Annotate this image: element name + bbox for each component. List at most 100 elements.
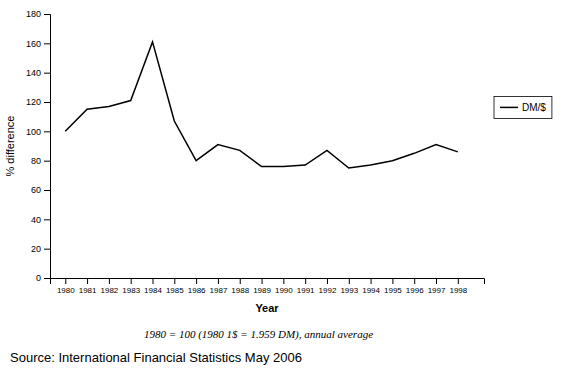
x-tick-mark [349,278,350,284]
y-tick-label: 140 [26,68,41,78]
y-tick: 20 [31,244,50,254]
x-tick-mark [131,278,132,284]
y-tick-label: 40 [31,215,41,225]
x-tick-label: 1980 [57,286,75,295]
x-axis-line [51,279,485,285]
x-tick: 1981 [79,278,97,295]
y-tick: 140 [26,68,50,78]
source: Source: International Financial Statisti… [10,350,302,365]
x-tick: 1996 [406,278,424,295]
y-tick-label: 80 [31,156,41,166]
x-tick-mark [153,278,154,284]
x-tick-label: 1996 [406,286,424,295]
y-tick: 60 [31,185,50,195]
y-tick-label: 100 [26,127,41,137]
x-tick-label: 1983 [122,286,140,295]
x-tick-label: 1982 [100,286,118,295]
x-tick-mark [283,278,284,284]
y-tick-mark [44,161,50,162]
x-tick: 1987 [210,278,228,295]
y-tick: 120 [26,97,50,107]
x-tick-mark [392,278,393,284]
y-tick-mark [44,190,50,191]
y-tick-mark [44,131,50,132]
x-tick-label: 1986 [188,286,206,295]
x-tick-label: 1992 [319,286,337,295]
x-tick: 1985 [166,278,184,295]
x-tick-mark [240,278,241,284]
x-tick-mark [305,278,306,284]
x-tick-mark [371,278,372,284]
y-tick-label: 0 [36,273,41,283]
x-tick: 1989 [253,278,271,295]
legend: DM/$ [494,96,552,118]
x-tick: 1980 [57,278,75,295]
x-tick-mark [196,278,197,284]
x-tick: 1990 [275,278,293,295]
x-tick-mark [414,278,415,284]
x-tick-mark [174,278,175,284]
line [65,42,458,168]
x-tick-label: 1993 [340,286,358,295]
y-tick-mark [44,249,50,250]
legend-frame [494,96,552,118]
x-tick: 1997 [428,278,446,295]
x-tick-label: 1998 [449,286,467,295]
x-tick: 1983 [122,278,140,295]
y-tick: 180 [26,9,50,19]
note: 1980 = 100 (1980 1$ = 1.959 DM), annual … [144,328,373,341]
x-tick: 1984 [144,278,162,295]
x-tick-mark [262,278,263,284]
x-tick-mark [436,278,437,284]
legend-swatch [500,107,518,109]
y-tick: 100 [26,127,50,137]
y-tick-mark [44,73,50,74]
x-tick-label: 1981 [79,286,97,295]
y-tick: 160 [26,39,50,49]
y-tick: 80 [31,156,50,166]
x-tick-label: 1988 [231,286,249,295]
x-tick-label: 1997 [428,286,446,295]
y-axis-title: % difference [4,116,16,177]
chart: 1980 19811982 1983 1984 1985 1986 19871988 1989… [0,0,562,370]
x-tick: 1991 [297,278,315,295]
x-tick: 1995 [384,278,402,295]
y-tick-mark [44,219,50,220]
x-tick: 1986 [188,278,206,295]
legend-label: DM/$ [522,102,546,113]
x-tick: 1998 [449,278,467,295]
y-tick-label: 60 [31,185,41,195]
x-tick-mark [218,278,219,284]
y-tick-label: 180 [26,9,41,19]
x-tick-label: 1987 [210,286,228,295]
x-axis-title: Year [255,302,279,314]
marks [65,42,458,168]
y-tick-mark [44,14,50,15]
y-tick-label: 120 [26,97,41,107]
y-tick: 0 [36,273,50,283]
plot: 1980 19811982 1983 1984 1985 1986 19871988 1989… [26,9,485,294]
y-axis-line [44,15,51,279]
y-tick-mark [44,102,50,103]
x-tick-mark [87,278,88,284]
x-tick-label: 1995 [384,286,402,295]
x-tick-label: 1985 [166,286,184,295]
y-axis: 0 20 40 60 80 100 120 140 160 180 [26,9,51,283]
y-tick: 40 [31,215,50,225]
x-tick-mark [65,278,66,284]
x-tick: 1992 [319,278,337,295]
x-tick-label: 1989 [253,286,271,295]
y-tick-label: 20 [31,244,41,254]
x-axis: 1980 19811982 1983 1984 1985 1986 19871988 1989… [51,278,485,295]
x-tick-mark [109,278,110,284]
y-tick-label: 160 [26,39,41,49]
x-tick: 1994 [362,278,380,295]
x-tick-label: 1994 [362,286,380,295]
x-tick-label: 1990 [275,286,293,295]
x-tick: 1988 [231,278,249,295]
x-tick-mark [327,278,328,284]
x-tick: 1993 [340,278,358,295]
x-tick-mark [458,278,459,284]
x-tick-label: 1991 [297,286,315,295]
y-tick-mark [44,278,50,279]
